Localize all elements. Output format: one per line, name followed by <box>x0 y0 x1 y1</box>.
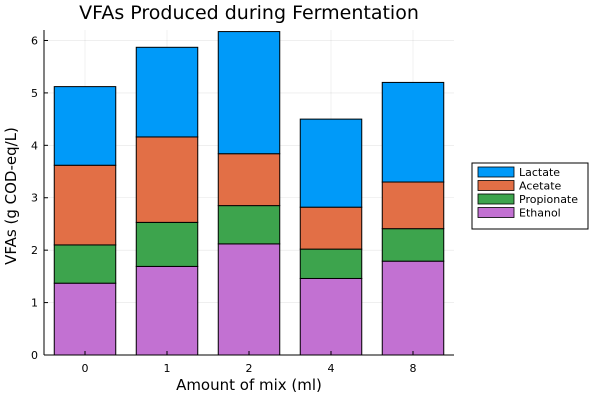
y-tick-label: 2 <box>31 244 38 257</box>
bar-ethanol-8 <box>381 260 445 356</box>
x-tick-label: 8 <box>410 362 417 375</box>
bar-ethanol-4 <box>299 277 363 356</box>
bar-propionate-8 <box>381 228 445 262</box>
legend-label-propionate: Propionate <box>519 193 578 206</box>
bar-acetate-2 <box>217 153 281 207</box>
axes: 0 1 2 3 4 5 6 0 1 2 4 8 <box>31 30 454 375</box>
bar-ethanol-1 <box>135 265 199 356</box>
legend-label-ethanol: Ethanol <box>519 207 561 220</box>
y-tick-label: 4 <box>31 139 38 152</box>
x-tick-label: 0 <box>82 362 89 375</box>
y-tick-label: 5 <box>31 87 38 100</box>
y-tick-label: 6 <box>31 34 38 47</box>
x-tick-label: 1 <box>164 362 171 375</box>
y-axis-label: VFAs (g COD-eq/L) <box>2 127 20 265</box>
legend-label-lactate: Lactate <box>519 166 560 179</box>
bar-ethanol-2 <box>217 243 281 356</box>
x-tick-label: 2 <box>246 362 253 375</box>
y-tick-label: 3 <box>31 192 38 205</box>
y-tick-label: 1 <box>31 297 38 310</box>
x-axis-label: Amount of mix (ml) <box>176 376 322 394</box>
bar-lactate-8 <box>381 81 445 183</box>
bar-propionate-4 <box>299 248 363 279</box>
x-tick-label: 4 <box>328 362 335 375</box>
bar-acetate-8 <box>381 181 445 230</box>
bars <box>53 31 445 356</box>
bar-lactate-1 <box>135 46 199 138</box>
legend-swatch-ethanol <box>477 207 515 218</box>
bar-ethanol-0 <box>53 282 117 356</box>
bar-acetate-1 <box>135 136 199 223</box>
bar-propionate-0 <box>53 244 117 284</box>
bar-lactate-4 <box>299 118 363 208</box>
bar-acetate-0 <box>53 164 117 246</box>
legend-swatch-lactate <box>477 166 515 178</box>
chart-title: VFAs Produced during Fermentation <box>79 2 419 24</box>
bar-lactate-0 <box>53 86 117 166</box>
legend-swatch-acetate <box>477 180 515 191</box>
bar-lactate-2 <box>217 31 281 155</box>
legend-swatch-propionate <box>477 193 515 205</box>
legend-label-acetate: Acetate <box>519 180 562 193</box>
bar-propionate-2 <box>217 205 281 245</box>
bar-acetate-4 <box>299 206 363 250</box>
y-tick-label: 0 <box>31 349 38 362</box>
bar-propionate-1 <box>135 221 199 267</box>
